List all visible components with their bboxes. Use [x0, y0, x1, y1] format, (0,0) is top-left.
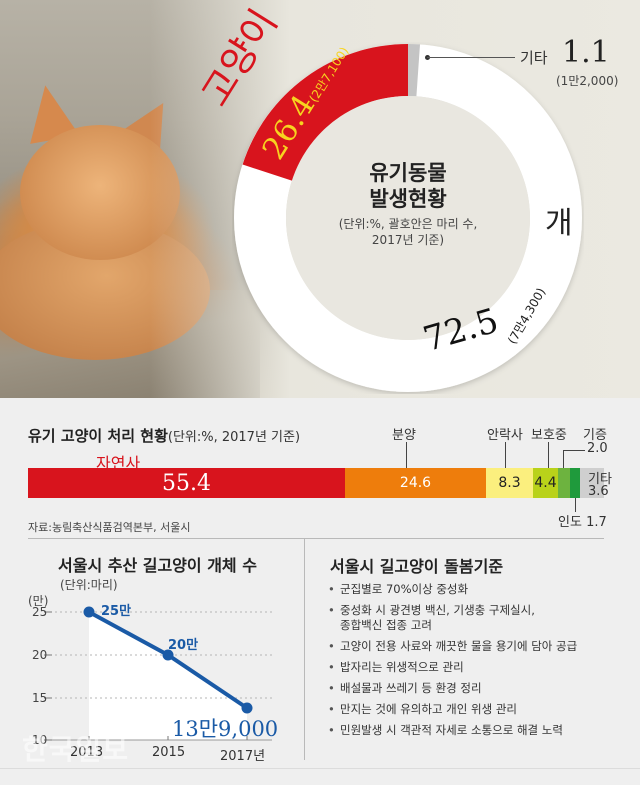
stacked-bar-section: 유기 고양이 처리 현황(단위:%, 2017년 기준) 자연사 55.4 24… [0, 398, 640, 538]
bar-seg-return [570, 468, 580, 498]
guideline-item: 고양이 전용 사료와 깨끗한 물을 용기에 담아 공급 [328, 639, 628, 654]
guideline-item: 중성화 시 광견병 백신, 기생충 구제실시, 종합백신 접종 고려 [328, 603, 628, 633]
bar-seg-protection: 4.4 [533, 468, 558, 498]
source-note: 자료:농림축산식품검역본부, 서울시 [28, 521, 191, 534]
x-tick-2013: 2013 [70, 745, 104, 760]
seg-value-other: 3.6 [588, 484, 609, 499]
etc-count: (1만2,000) [556, 74, 619, 88]
tick-return [575, 498, 576, 512]
seg-label-euthanasia: 안락사 [487, 428, 523, 443]
seg-label-donation: 기증 [583, 428, 607, 443]
bottom-section: 서울시 추산 길고양이 개체 수 (단위:마리) (만) 25 20 15 10… [0, 538, 640, 785]
seg-label-return: 인도 1.7 [558, 511, 607, 530]
footer-divider [0, 768, 640, 769]
bar-seg-adoption: 24.6 [345, 468, 486, 498]
line-chart-title: 서울시 추산 길고양이 개체 수 [58, 556, 257, 575]
seg-label-protection: 보호중 [531, 428, 567, 443]
donut-subtitle-line2: 2017년 기준) [371, 233, 445, 247]
top-section: 유기동물 발생현황 (단위:%, 괄호안은 마리 수, 2017년 기준) 고양… [0, 0, 640, 398]
donut-subtitle-line1: (단위:%, 괄호안은 마리 수, [338, 217, 478, 231]
donut-title-line1: 유기동물 [369, 161, 447, 185]
tick-donation-horizontal [563, 450, 585, 451]
donut-chart: 유기동물 발생현황 (단위:%, 괄호안은 마리 수, 2017년 기준) [232, 42, 584, 394]
divider-horizontal [28, 538, 604, 539]
data-point-2017 [241, 702, 253, 714]
seg-label-return-text: 인도 [558, 515, 582, 530]
bar-seg-euthanasia: 8.3 [486, 468, 533, 498]
guideline-item: 밥자리는 위생적으로 관리 [328, 660, 628, 675]
tick-adoption [406, 442, 407, 468]
seg-label-adoption: 분양 [392, 428, 416, 443]
donut-title-line2: 발생현황 [369, 187, 447, 211]
donut-svg [234, 43, 582, 392]
bar-seg-donation [558, 468, 570, 498]
point-label-2015: 20만 [168, 638, 199, 653]
x-tick-2017: 2017년 [220, 749, 266, 764]
point-label-2013: 25만 [101, 604, 132, 619]
donut-segment-cat [242, 44, 408, 181]
guideline-item: 민원발생 시 객관적 자세로 소통으로 해결 노력 [328, 723, 628, 738]
guideline-item: 군집별로 70%이상 중성화 [328, 582, 628, 597]
y-tick-25: 25 [32, 605, 48, 619]
guidelines-list: 군집별로 70%이상 중성화 중성화 시 광견병 백신, 기생충 구제실시, 종… [328, 582, 628, 744]
bar-seg-natural-death: 55.4 [28, 468, 345, 498]
y-tick-15: 15 [32, 691, 48, 705]
line-chart [44, 606, 272, 741]
point-label-2017: 13만9,000 [172, 717, 279, 741]
y-tick-10: 10 [32, 733, 48, 747]
tick-euthanasia [505, 442, 506, 468]
tick-protection [548, 442, 549, 468]
data-point-2013 [83, 606, 95, 618]
bar-title-text: 유기 고양이 처리 현황 [28, 427, 168, 445]
watermark: 한국일보 [22, 733, 130, 766]
bar-unit: (단위:%, 2017년 기준) [167, 430, 301, 445]
y-tick-20: 20 [32, 648, 48, 662]
etc-leader-line [427, 57, 515, 58]
cat-photo [0, 0, 290, 398]
donut-hole [286, 96, 530, 340]
donut-segment-etc [408, 43, 420, 97]
etc-label: 기타 [520, 49, 548, 67]
guideline-item: 배설물과 쓰레기 등 환경 정리 [328, 681, 628, 696]
seg-label-other: 기타 [588, 472, 612, 487]
area-fill [89, 612, 247, 740]
stacked-bar: 55.4 24.6 8.3 4.4 [28, 468, 604, 498]
bar-title: 유기 고양이 처리 현황(단위:%, 2017년 기준) [28, 425, 300, 446]
x-tick-2015: 2015 [152, 745, 186, 760]
guidelines-title: 서울시 길고양이 돌봄기준 [330, 557, 504, 576]
y-axis-unit: (만) [28, 594, 49, 608]
bar-seg-other [580, 468, 604, 498]
line-chart-unit: (단위:마리) [60, 578, 118, 592]
etc-pct: 1.1 [562, 35, 610, 70]
dog-label: 개 [545, 206, 573, 241]
guideline-item: 만지는 것에 유의하고 개인 위생 관리 [328, 702, 628, 717]
seg-value-return: 1.7 [586, 515, 607, 530]
tick-donation [563, 450, 564, 468]
data-point-2015 [162, 649, 174, 661]
seg-value-donation: 2.0 [587, 441, 608, 456]
divider-vertical [304, 538, 305, 760]
